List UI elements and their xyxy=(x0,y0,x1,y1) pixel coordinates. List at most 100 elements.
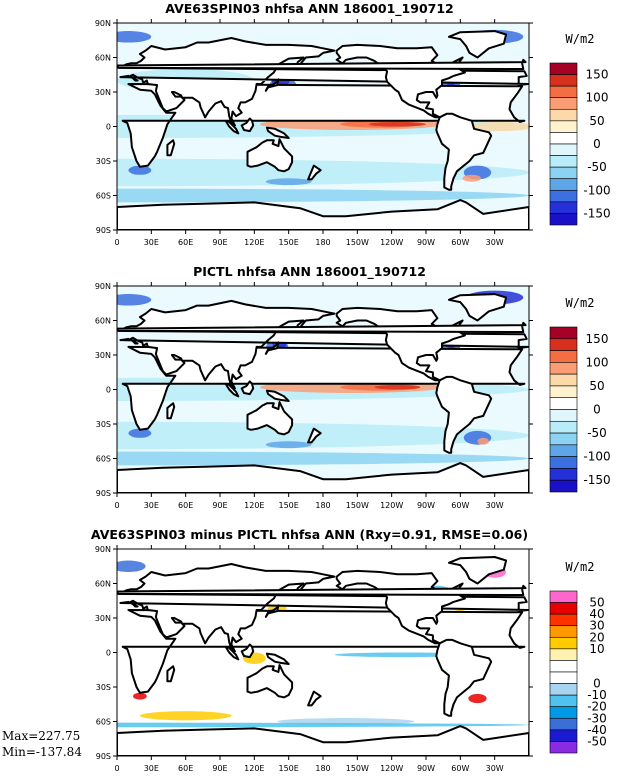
lon-tick-label: 120W xyxy=(380,501,403,510)
colorbar-swatch xyxy=(549,660,578,673)
field-anomaly xyxy=(128,428,152,438)
lat-tick-label: 0 xyxy=(106,123,111,132)
flux-field xyxy=(117,29,529,203)
coastline-japan xyxy=(264,604,280,618)
colorbar-swatch xyxy=(549,120,578,133)
field-anomaly xyxy=(466,121,529,132)
coastline-newGuinea xyxy=(265,652,290,665)
coastline-britain xyxy=(117,584,527,596)
lon-tick-label: 30E xyxy=(144,501,159,510)
coastline-australia xyxy=(246,138,294,173)
coastline-antarctica xyxy=(117,725,529,756)
coastline-britain xyxy=(117,58,527,70)
colorbar-swatch xyxy=(549,326,578,340)
lon-tick-label: 30W xyxy=(486,764,504,773)
lon-tick-label: 90W xyxy=(417,501,435,510)
coastline-antarctica xyxy=(117,199,529,230)
lat-tick-label: 60N xyxy=(95,54,111,63)
lon-tick-label: 30W xyxy=(486,501,504,510)
lon-tick-label: 180 xyxy=(315,238,330,247)
colorbar-label: -150 xyxy=(583,206,610,220)
field-anomaly xyxy=(117,188,529,203)
lat-tick-label: 90S xyxy=(96,752,111,761)
colorbar-label: 100 xyxy=(586,355,609,369)
coastline-antarctica xyxy=(117,462,529,493)
colorbar-label: 0 xyxy=(593,677,601,691)
lon-tick-label: 90W xyxy=(417,764,435,773)
colorbar-swatch xyxy=(549,85,578,99)
lat-tick-label: 30N xyxy=(95,88,111,97)
field-anomaly xyxy=(468,693,487,704)
panel3-title: AVE63SPIN03 minus PICTL nhfsa ANN (Rxy=0… xyxy=(90,527,529,542)
colorbar-swatch xyxy=(549,74,578,87)
field-anomaly xyxy=(462,174,481,182)
colorbar-label: 150 xyxy=(586,68,609,82)
field-anomaly xyxy=(117,421,529,450)
lat-tick-label: 60N xyxy=(95,317,111,326)
colorbar-units: W/m2 xyxy=(566,560,595,574)
lon-tick-label: 150E xyxy=(279,501,299,510)
colorbar-swatch xyxy=(549,143,578,156)
lon-tick-label: 150W xyxy=(346,764,369,773)
coastline-eurasia xyxy=(118,299,529,390)
coastline-sumatra xyxy=(224,382,240,398)
coastline-southAmerica xyxy=(435,638,493,717)
colorbar-swatch xyxy=(549,108,578,122)
lon-tick-label: 0 xyxy=(114,501,119,510)
colorbar-swatch xyxy=(549,397,578,410)
colorbar-swatch xyxy=(549,155,578,168)
coastline-greenland xyxy=(447,30,508,59)
lat-tick-label: 90N xyxy=(95,19,111,28)
field-anomaly xyxy=(117,158,529,187)
lat-tick-label: 30N xyxy=(95,351,111,360)
coastline-australia xyxy=(246,401,294,436)
colorbar-swatch xyxy=(549,602,578,615)
colorbar-swatch xyxy=(549,373,578,387)
coastline-sumatra xyxy=(224,645,240,661)
min-value-label: Min=-137.84 xyxy=(2,745,82,759)
colorbar-units: W/m2 xyxy=(566,296,595,310)
colorbar-swatch xyxy=(549,213,578,226)
lon-tick-label: 120W xyxy=(380,238,403,247)
colorbar-label: -100 xyxy=(583,450,610,464)
field-anomaly xyxy=(117,560,146,572)
lat-tick-label: 90N xyxy=(95,545,111,554)
lon-tick-label: 90E xyxy=(212,238,227,247)
lon-tick-label: 150W xyxy=(346,501,369,510)
lat-tick-label: 90N xyxy=(95,282,111,291)
field-anomaly xyxy=(117,294,152,306)
colorbar-label: 0 xyxy=(593,403,601,417)
colorbar-swatch xyxy=(549,729,578,742)
colorbar-swatch xyxy=(549,456,578,469)
field-anomaly xyxy=(265,441,312,449)
coastline-borneo xyxy=(240,643,255,659)
lat-tick-label: 30S xyxy=(96,683,111,692)
lon-tick-label: 180 xyxy=(315,764,330,773)
continents xyxy=(117,293,529,493)
lon-tick-label: 30W xyxy=(486,238,504,247)
coastline-newZealand xyxy=(307,164,322,181)
colorbar-label: -150 xyxy=(583,473,610,487)
colorbar-swatch xyxy=(549,671,578,684)
coastline-newZealand xyxy=(307,427,322,444)
lon-tick-label: 120E xyxy=(244,238,264,247)
panel2-title: PICTL nhfsa ANN 186001_190712 xyxy=(193,264,426,279)
coastline-japan xyxy=(264,78,280,92)
field-anomaly xyxy=(117,31,152,43)
colorbar-swatch xyxy=(549,479,578,493)
field-anomaly xyxy=(477,437,489,445)
coastline-southAmerica xyxy=(435,112,493,191)
lat-tick-label: 30S xyxy=(96,157,111,166)
colorbar-swatch xyxy=(549,132,578,145)
colorbar-swatch xyxy=(549,741,578,754)
colorbar-label: 150 xyxy=(586,332,609,346)
lon-tick-label: 90E xyxy=(212,764,227,773)
lat-tick-label: 90S xyxy=(96,489,111,498)
lon-tick-label: 150W xyxy=(346,238,369,247)
colorbar-swatch xyxy=(549,590,578,603)
field-anomaly xyxy=(117,722,529,728)
coastline-sumatra xyxy=(224,119,240,135)
colorbar-label: 50 xyxy=(589,596,604,610)
